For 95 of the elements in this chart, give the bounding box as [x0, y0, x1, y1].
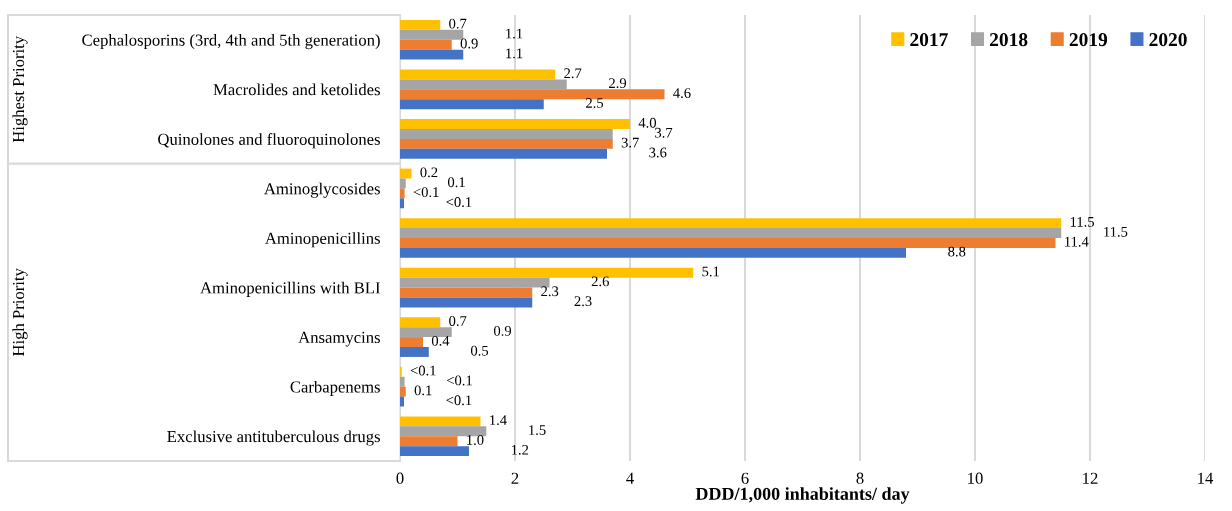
x-tick-label: 10: [968, 472, 983, 484]
y-tick-label: Aminopenicillins: [264, 232, 380, 248]
bar: [400, 416, 481, 427]
data-label: 1.1: [506, 28, 523, 39]
bar: [400, 426, 487, 437]
bar: [400, 267, 694, 278]
y-tick-label: Aminoglycosides: [264, 182, 380, 198]
data-label: 0.5: [470, 345, 489, 356]
bar: [400, 188, 405, 199]
bar: [400, 49, 464, 60]
data-label: 5.1: [702, 266, 719, 277]
legend-label: 2019: [1069, 33, 1108, 47]
data-label: 1.4: [490, 415, 507, 426]
bar: [400, 178, 406, 189]
data-label: 0.7: [449, 18, 467, 29]
data-label: <0.1: [413, 187, 439, 198]
data-label: 2.9: [609, 78, 627, 89]
data-label: 0.7: [449, 316, 467, 326]
bar: [400, 347, 429, 357]
x-tick-label: 14: [1198, 472, 1214, 484]
bar: [400, 436, 458, 447]
x-tick-label: 0: [396, 472, 404, 484]
bar: [400, 89, 665, 100]
x-tick-label: 2: [511, 472, 519, 484]
bar: [400, 198, 405, 209]
data-label: 0.2: [420, 167, 438, 178]
data-label: <0.1: [446, 395, 472, 406]
data-label: 4.0: [638, 117, 657, 128]
x-tick-label: 4: [626, 472, 634, 484]
data-label: 1.0: [467, 434, 484, 445]
x-axis-title: DDD/1,000 inhabitants/ day: [695, 487, 910, 504]
text: High Priority: [12, 268, 28, 357]
bar: [400, 39, 452, 50]
y-tick-label: Quinolones and fluoroquinolones: [158, 133, 380, 149]
data-label: 3.6: [649, 147, 667, 158]
bar: [400, 386, 406, 397]
x-tick-label: 8: [856, 472, 864, 484]
bar: [400, 228, 1062, 238]
data-label: 2.3: [541, 286, 559, 297]
data-label: 11.5: [1104, 226, 1128, 237]
legend-label: 2020: [1149, 33, 1187, 47]
data-label: <0.1: [446, 197, 472, 208]
bar: [400, 138, 613, 149]
bar: [400, 19, 441, 30]
data-label: 11.4: [1065, 236, 1089, 247]
data-label: 1.1: [506, 48, 523, 59]
bar: [400, 99, 544, 110]
x-tick-label: 6: [741, 472, 749, 484]
bar: [400, 327, 452, 338]
data-label: 11.5: [1070, 217, 1094, 227]
y-tick-label: Aminopenicillins with BLI: [200, 281, 380, 297]
legend-label: 2018: [989, 33, 1028, 47]
data-label: 0.9: [493, 325, 512, 336]
x-tick-label: 12: [1083, 472, 1098, 484]
y-tick-label: Carbapenems: [290, 380, 380, 396]
bar: [400, 277, 550, 288]
bar: [400, 218, 1062, 229]
bar: [400, 119, 630, 129]
bar: [400, 79, 567, 90]
bar: [400, 128, 613, 139]
bar: [400, 247, 906, 258]
data-label: 0.9: [460, 38, 478, 49]
data-label: 0.1: [414, 385, 432, 396]
bar: [400, 376, 405, 387]
bar: [400, 317, 441, 328]
data-label: 3.7: [655, 127, 673, 138]
bar: [400, 148, 607, 159]
y-tick-label: Macrolides and ketolides: [213, 83, 380, 96]
data-label: 3.7: [621, 137, 639, 148]
data-label: 1.5: [529, 425, 546, 435]
data-label: 8.8: [948, 246, 966, 257]
bar: [400, 168, 412, 179]
bar: [400, 337, 423, 348]
bar: [400, 69, 556, 80]
data-label: 2.7: [564, 68, 582, 79]
y-tick-label: Ansamycins: [298, 331, 380, 347]
bar: [400, 396, 405, 407]
data-label: 2.6: [591, 276, 609, 287]
bar: [400, 446, 469, 457]
bar: [400, 297, 533, 308]
data-label: 2.3: [574, 296, 592, 307]
legend-label: 2017: [910, 33, 948, 47]
data-label: 4.6: [673, 88, 691, 98]
text: Highest Priority: [12, 35, 28, 143]
bar: [400, 287, 533, 298]
y-tick-label: Cephalosporins (3rd, 4th and 5th generation): [82, 34, 380, 50]
bar: [400, 29, 464, 40]
data-label: 0.4: [431, 335, 450, 346]
y-tick-label: Exclusive antituberculous drugs: [167, 430, 380, 446]
data-label: <0.1: [446, 375, 472, 386]
data-label: <0.1: [410, 365, 436, 376]
data-label: 0.1: [447, 177, 465, 188]
data-label: 1.2: [511, 444, 529, 455]
data-label: 2.5: [586, 98, 604, 108]
bar: [400, 238, 1056, 248]
